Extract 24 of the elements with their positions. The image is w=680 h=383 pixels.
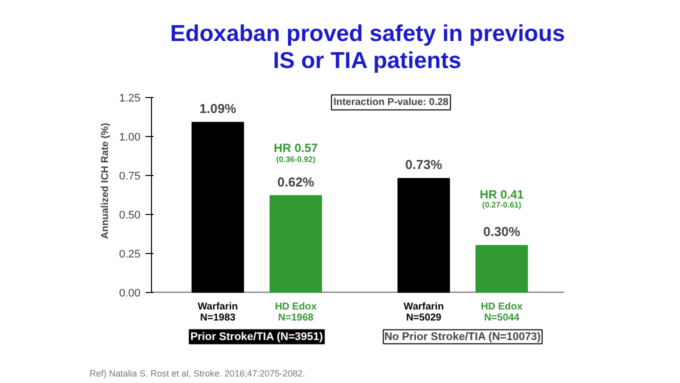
data-label: 1.09% xyxy=(199,101,237,116)
x-tick-label: HD Edox N=1968 xyxy=(274,302,318,324)
text: Ref) Natalia S. Rost et al, Stroke. 2016;47:2075-2082. xyxy=(90,368,306,378)
y-tick-label: 0.75 xyxy=(119,170,141,182)
x-tick-label: Warfarin N=5029 xyxy=(404,302,444,324)
y-tick-label: 1.25 xyxy=(119,92,141,104)
x-tick-label: Warfarin N=1983 xyxy=(198,302,238,324)
y-tick-label: 0.25 xyxy=(119,248,141,260)
text: Prior Stroke/TIA (N=3951) xyxy=(190,330,324,343)
data-label: 0.73% xyxy=(405,157,443,172)
text: No Prior Stroke/TIA (N=10073) xyxy=(384,330,542,343)
annotation: HR 0.41 xyxy=(480,187,524,202)
y-tick-label: 1.00 xyxy=(119,131,141,144)
x-tick-label: HD Edox N=5044 xyxy=(480,302,523,324)
annotation: HR 0.57 xyxy=(274,140,318,155)
y-axis-title: Annualized ICH Rate (%) xyxy=(100,122,112,240)
annotation: (0.36-0.92) xyxy=(276,155,316,164)
annotation: (0.27-0.61) xyxy=(482,200,522,210)
annotation: Interaction P-value: 0.28 xyxy=(333,96,449,108)
y-tick-label: 0.00 xyxy=(119,287,141,300)
data-label: 0.30% xyxy=(483,224,521,240)
chart-title: Edoxaban proved safety in previous IS or TIA patients xyxy=(170,20,566,73)
data-label: 0.62% xyxy=(277,174,315,190)
y-tick-label: 0.50 xyxy=(119,209,141,222)
